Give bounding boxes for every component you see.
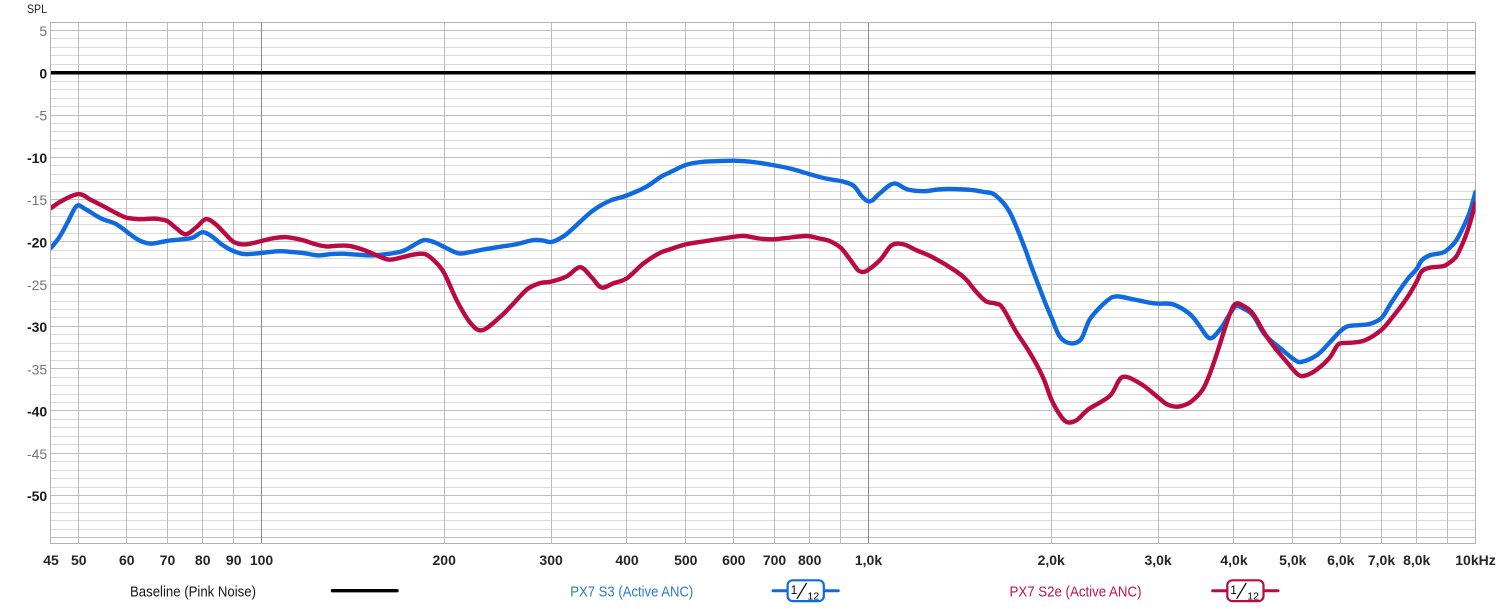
svg-text:45: 45	[43, 552, 59, 568]
svg-text:600: 600	[722, 552, 746, 568]
svg-text:90: 90	[226, 552, 242, 568]
svg-text:-20: -20	[27, 235, 47, 251]
svg-text:200: 200	[433, 552, 457, 568]
svg-text:800: 800	[798, 552, 822, 568]
svg-text:3,0k: 3,0k	[1144, 552, 1171, 568]
svg-text:SPL: SPL	[27, 2, 47, 16]
svg-text:50: 50	[71, 552, 87, 568]
svg-text:2,0k: 2,0k	[1038, 552, 1065, 568]
svg-text:100: 100	[250, 552, 274, 568]
svg-text:-35: -35	[27, 361, 47, 377]
svg-text:80: 80	[195, 552, 211, 568]
svg-text:Baseline (Pink Noise): Baseline (Pink Noise)	[130, 583, 256, 600]
svg-text:-50: -50	[27, 488, 47, 504]
svg-text:7,0k: 7,0k	[1368, 552, 1395, 568]
svg-text:60: 60	[119, 552, 135, 568]
svg-text:5,0k: 5,0k	[1279, 552, 1306, 568]
svg-text:-5: -5	[35, 108, 48, 124]
svg-text:-25: -25	[27, 277, 47, 293]
svg-text:1: 1	[791, 585, 797, 597]
svg-text:5: 5	[39, 23, 47, 39]
svg-text:12: 12	[1247, 590, 1259, 602]
svg-text:300: 300	[539, 552, 563, 568]
svg-text:-30: -30	[27, 319, 47, 335]
svg-text:PX7 S2e (Active ANC): PX7 S2e (Active ANC)	[1010, 583, 1142, 600]
svg-text:1: 1	[1230, 585, 1236, 597]
svg-text:4,0k: 4,0k	[1220, 552, 1247, 568]
svg-text:PX7 S3 (Active ANC): PX7 S3 (Active ANC)	[570, 583, 693, 600]
svg-text:10kHz: 10kHz	[1455, 552, 1495, 568]
svg-text:12: 12	[808, 590, 820, 602]
svg-text:8,0k: 8,0k	[1403, 552, 1430, 568]
svg-text:400: 400	[615, 552, 639, 568]
svg-text:-15: -15	[27, 192, 47, 208]
svg-text:70: 70	[160, 552, 176, 568]
svg-text:-40: -40	[27, 404, 47, 420]
svg-text:500: 500	[674, 552, 698, 568]
svg-text:6,0k: 6,0k	[1327, 552, 1354, 568]
svg-text:-45: -45	[27, 446, 47, 462]
svg-text:1,0k: 1,0k	[855, 552, 882, 568]
svg-text:-10: -10	[27, 150, 47, 166]
svg-text:0: 0	[39, 65, 47, 81]
svg-text:700: 700	[763, 552, 787, 568]
